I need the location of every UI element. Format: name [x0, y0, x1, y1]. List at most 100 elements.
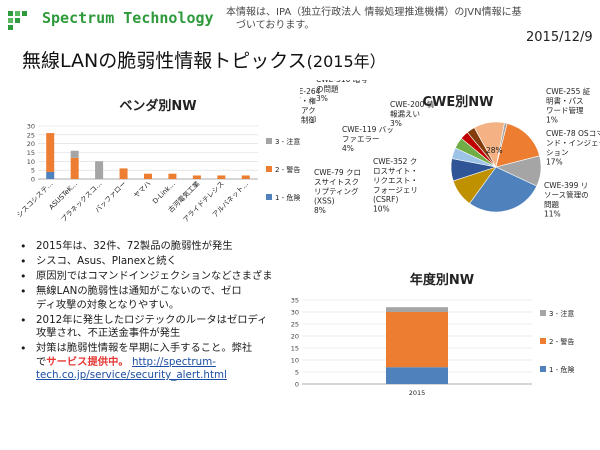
pie-slice: [473, 121, 505, 168]
pie-callout-label: ワード管理: [546, 105, 584, 115]
cwe-chart: CWE別NW 28% CWE-264認可・権限・アクセス制御 4% CWE-310 …: [300, 80, 600, 219]
pie-callout-label: CWE-399 リ: [544, 181, 588, 190]
bar-segment: [46, 133, 55, 172]
bar-segment: [70, 157, 79, 179]
y-tick-label: 0: [295, 381, 299, 389]
pie-callout-label: CWE-264: [300, 87, 321, 96]
y-tick-label: 0: [31, 176, 35, 184]
y-tick-label: 5: [31, 167, 35, 175]
bar-segment: [168, 173, 177, 179]
x-tick-label: シスコシステ…: [15, 180, 54, 219]
company-logo: Spectrum Technology: [6, 8, 214, 32]
pie-callout-label: 3%: [316, 94, 328, 103]
y-tick-label: 10: [291, 357, 299, 365]
pie-center-pct: 28%: [486, 146, 503, 155]
legend-label: 1 - 危険: [275, 193, 300, 202]
pie-callout-label: スサイトスク: [314, 178, 359, 187]
title-main: 無線LANの脆弱性情報トピックス: [22, 50, 307, 72]
pie-callout-label: 1%: [546, 116, 558, 125]
pie-slice: [495, 123, 540, 168]
cwe-chart-title: CWE別NW: [423, 95, 494, 110]
bar-segment: [46, 171, 55, 179]
pie-callout-label: 10%: [373, 205, 390, 214]
x-tick-label: ヤマハ: [132, 180, 152, 200]
notice-line-2: づいております。: [236, 20, 315, 31]
pie-callout-label: CWE-255 証: [546, 86, 591, 96]
legend-label: 2 - 警告: [549, 337, 574, 346]
pie-callout-label: ロスサイト・: [373, 167, 418, 176]
y-tick-label: 10: [27, 158, 35, 166]
y-tick-label: 25: [291, 321, 299, 329]
pie-callout-label: 認可・権: [300, 96, 316, 106]
year-chart: 年度別NW 0 5 10 15 20 25 30 35 2015 3 - 注意 2 - 警告 1 …: [291, 272, 575, 397]
legend-label: 2 - 警告: [275, 165, 300, 174]
y-tick-label: 15: [27, 149, 35, 157]
security-alert-link[interactable]: http://spectrum-: [131, 355, 216, 368]
legend-label: 1 - 危険: [549, 365, 574, 374]
legend-swatch: [266, 166, 272, 172]
security-alert-link-cont[interactable]: tech.co.jp/service/security_alert.html: [36, 369, 227, 381]
notice-line-1: 本情報は、IPA（独立行政法人 情報処理推進機構）のJVN情報に基: [226, 7, 522, 18]
bar-segment: [119, 168, 128, 179]
title-year: (2015年）: [306, 52, 386, 71]
pie-callout-label: 問題: [544, 200, 559, 209]
bar-segment: [70, 150, 79, 158]
pie-callout-label: 限・アク: [300, 106, 316, 115]
pie-callout-label: (XSS): [314, 197, 335, 206]
pie-callout-label: 明書・パス: [546, 96, 584, 106]
pie-callout-label: ソース管理の: [544, 190, 589, 200]
pie-slice: [469, 166, 538, 213]
bar-segment: [241, 175, 250, 179]
bar-segment: [217, 175, 226, 179]
y-tick-label: 5: [295, 369, 299, 377]
pie-callout-label: ション: [546, 148, 569, 157]
bullet-item: シスコ、Asus、Planexと続く: [18, 255, 286, 269]
y-tick-label: 25: [27, 131, 35, 139]
legend-swatch: [266, 194, 272, 200]
pie-callout-label: 8%: [314, 206, 326, 215]
pie-callout-label: CWE-78 OSコマ: [546, 129, 600, 138]
legend-swatch: [540, 366, 546, 372]
legend-swatch: [540, 338, 546, 344]
pie-callout-label: CWE-310 暗号: [316, 80, 368, 84]
bullet-item: 2015年は、32件、72製品の脆弱性が発生: [18, 240, 286, 254]
y-tick-label: 30: [291, 309, 299, 317]
y-tick-label: 35: [291, 297, 299, 305]
pie-callout-label: 報漏えい: [390, 109, 420, 119]
bullet-item: 原因別ではコマンドインジェクションなどさまざま: [18, 270, 286, 284]
x-tick-label: 2015: [409, 389, 426, 397]
y-tick-label: 15: [291, 345, 299, 353]
slide-date: 2015/12/9: [526, 30, 593, 45]
pie-callout-label: 3%: [390, 119, 402, 128]
legend-swatch: [540, 310, 546, 316]
year-chart-title: 年度別NW: [410, 272, 474, 288]
service-highlight: サービス提供中。: [46, 355, 129, 368]
pie-callout-label: セス制御: [300, 115, 316, 125]
bar-segment: [192, 175, 201, 179]
legend-label: 3 - 注意: [549, 309, 574, 318]
y-tick-label: 30: [27, 123, 35, 131]
pie-callout-label: 11%: [544, 210, 561, 219]
pie-callout-label: 17%: [546, 158, 563, 167]
y-tick-label: 20: [291, 333, 299, 341]
legend-label: 3 - 注意: [275, 137, 300, 146]
pie-callout-label: CWE-119 バッ: [342, 125, 394, 134]
vendor-chart-title: ベンダ別NW: [119, 98, 196, 114]
pie-callout-label: ファエラー: [342, 135, 380, 144]
bar-segment: [386, 367, 448, 384]
logo-text: Spectrum Technology: [42, 9, 214, 27]
logo-mark-icon: [8, 11, 27, 30]
pie-callout-label: フォージェリ: [373, 186, 418, 195]
bar-segment: [144, 173, 152, 179]
pie-callout-label: リプティング: [314, 186, 359, 196]
bar-segment: [386, 307, 448, 312]
slide-title: 無線LANの脆弱性情報トピックス(2015年）: [22, 46, 386, 73]
bar-segment: [95, 161, 104, 179]
pie-callout-label: の問題: [316, 85, 339, 94]
y-tick-label: 20: [27, 140, 35, 148]
summary-bullets: 2015年は、32件、72製品の脆弱性が発生 シスコ、Asus、Planexと続…: [18, 240, 286, 384]
pie-callout-label: リクエスト・: [373, 176, 418, 185]
